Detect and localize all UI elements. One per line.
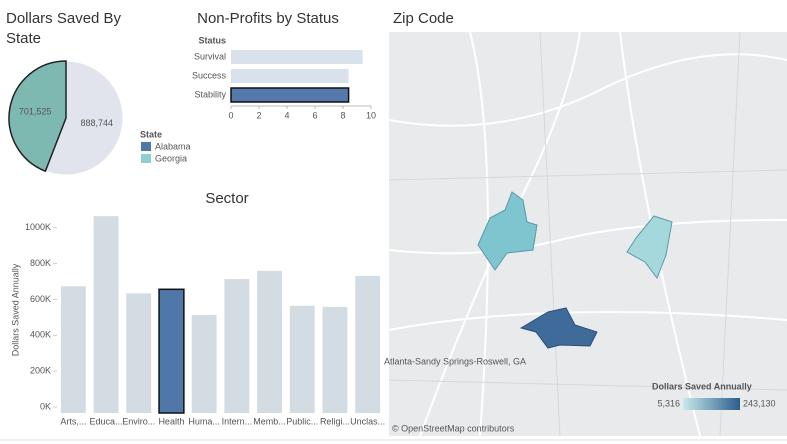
bar (60, 286, 86, 413)
zip-area (519, 307, 598, 349)
bar (158, 288, 185, 414)
bar (231, 50, 363, 64)
y-tick-label: Survival (194, 51, 226, 61)
axis-title: Status (198, 35, 226, 45)
y-tick-label: 1000K (25, 222, 51, 232)
x-tick-label: Huma... (188, 416, 220, 426)
x-tick-label: Enviro... (122, 416, 155, 426)
data-label: 888,744 (81, 118, 114, 128)
x-tick-label: 10 (366, 110, 376, 120)
x-tick-label: Health (158, 416, 184, 426)
x-tick-label: 6 (312, 110, 317, 120)
y-tick-label: Stability (194, 89, 226, 99)
x-tick-label: 4 (284, 110, 289, 120)
legend-swatch (141, 142, 151, 151)
bar (322, 306, 348, 413)
x-tick-label: Memb... (253, 416, 286, 426)
y-tick-label: 600K (30, 294, 51, 304)
city-label: Atlanta-Sandy Springs-Roswell, GA (384, 356, 526, 366)
color-scale (683, 398, 740, 410)
x-tick-label: Public... (286, 416, 318, 426)
x-tick-label: Unclas... (350, 416, 385, 426)
pie-slice (44, 60, 124, 176)
x-tick-label: Arts,... (60, 416, 86, 426)
map-title: Zip Code (393, 10, 454, 27)
pie-slice (8, 60, 67, 173)
x-tick-label: Intern... (222, 416, 253, 426)
y-tick-label: 200K (30, 366, 51, 376)
y-tick-label: 400K (30, 330, 51, 340)
legend-title: State (140, 129, 162, 139)
legend-min: 5,316 (657, 398, 680, 408)
bar (355, 276, 381, 413)
map-minor-roads (388, 31, 787, 437)
bar (289, 305, 315, 413)
x-tick-label: Religi... (320, 416, 350, 426)
legend-title: Dollars Saved Annually (652, 381, 752, 391)
y-axis-title: Dollars Saved Annually (10, 263, 20, 356)
x-tick-label: Educa... (90, 416, 123, 426)
zip-area (626, 215, 673, 280)
y-tick-label: Success (192, 70, 227, 80)
data-label: 701,525 (19, 107, 52, 117)
legend-label: Georgia (155, 153, 187, 163)
bar (191, 315, 217, 413)
bar (257, 270, 282, 413)
bar (126, 293, 152, 413)
y-tick-label: 800K (30, 258, 51, 268)
chart-title: Dollars Saved By State (6, 10, 122, 47)
y-tick-label: 0K (40, 401, 51, 411)
x-tick-label: 2 (256, 110, 261, 120)
map-credit: © OpenStreetMap contributors (392, 423, 515, 433)
chart-title: Sector (205, 190, 248, 207)
bar (224, 279, 250, 413)
bar (230, 87, 350, 103)
legend-label: Alabama (155, 141, 191, 151)
legend-max: 243,130 (743, 398, 776, 408)
chart-title: Non-Profits by Status (197, 10, 339, 27)
bar (93, 216, 119, 413)
legend-swatch (141, 154, 151, 163)
bar (231, 69, 349, 83)
x-tick-label: 0 (228, 110, 233, 120)
x-tick-label: 8 (340, 110, 345, 120)
zip-area (477, 191, 538, 271)
